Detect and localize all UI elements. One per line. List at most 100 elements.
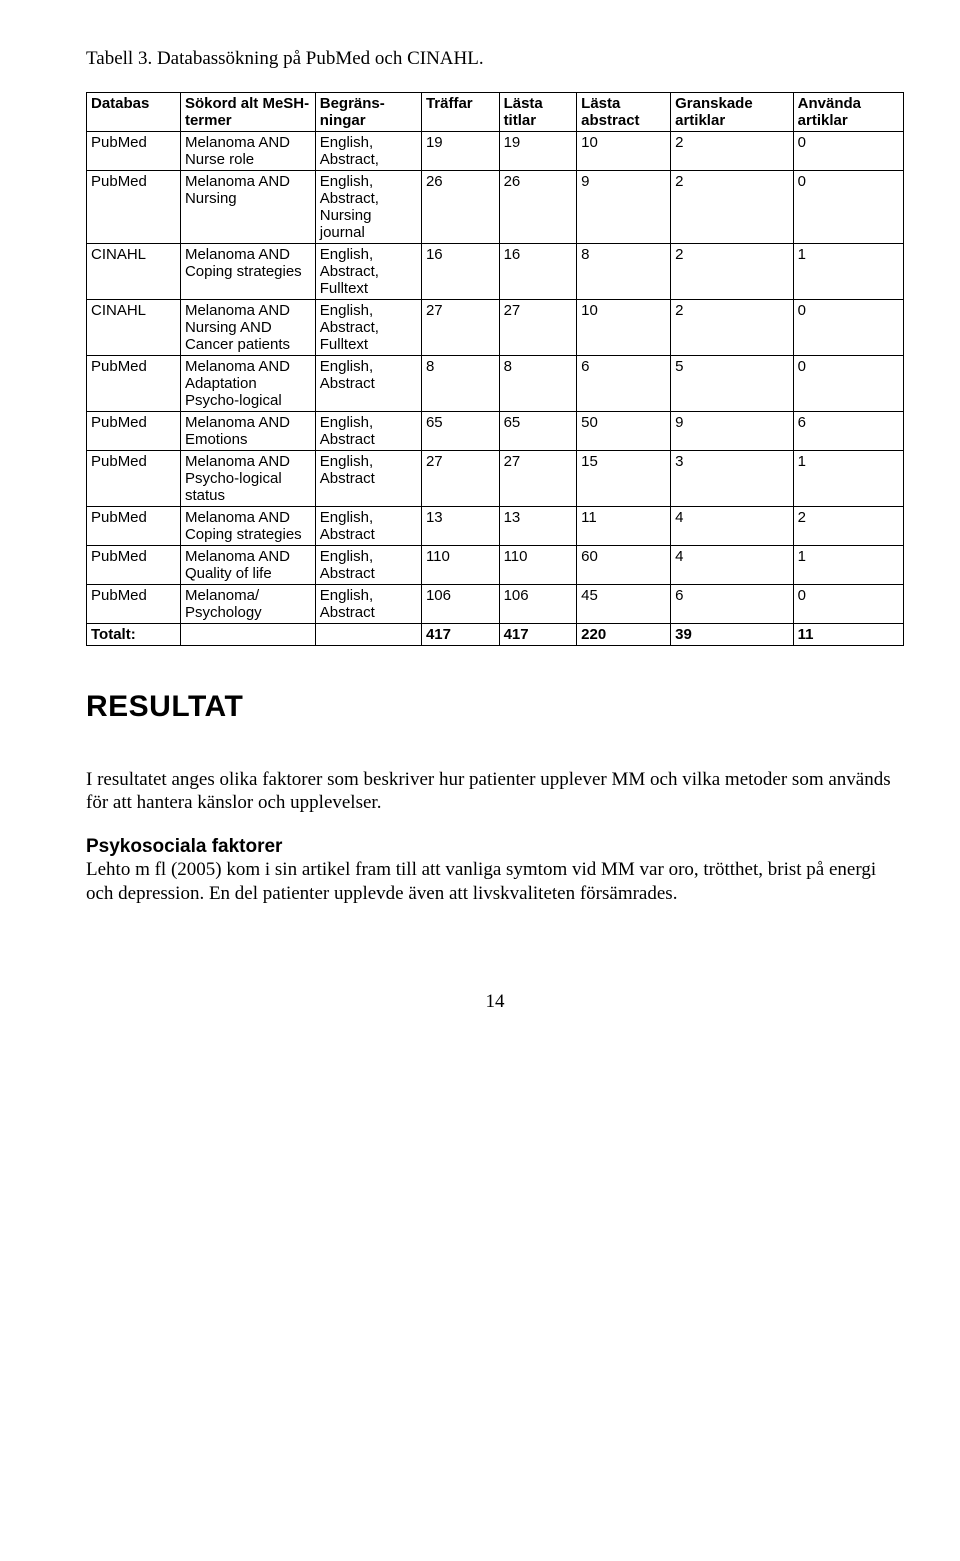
col-header: Lästa abstract — [577, 93, 671, 132]
table-row: PubMedMelanoma AND Coping strategiesEngl… — [87, 507, 904, 546]
table-cell: 19 — [421, 132, 499, 171]
col-header: Granskade artiklar — [671, 93, 794, 132]
col-header: Databas — [87, 93, 181, 132]
table-cell: 0 — [793, 356, 903, 412]
table-cell: CINAHL — [87, 244, 181, 300]
table-cell: 417 — [421, 624, 499, 646]
col-header: Träffar — [421, 93, 499, 132]
table-cell: 8 — [499, 356, 577, 412]
table-cell: Melanoma AND Adaptation Psycho-logical — [180, 356, 315, 412]
table-cell: 27 — [421, 300, 499, 356]
table-cell: 0 — [793, 300, 903, 356]
table-cell: 11 — [793, 624, 903, 646]
table-cell: 2 — [671, 171, 794, 244]
table-cell: 5 — [671, 356, 794, 412]
table-cell: 26 — [421, 171, 499, 244]
table-cell: PubMed — [87, 171, 181, 244]
table-cell: 2 — [671, 132, 794, 171]
table-row: PubMedMelanoma AND Psycho-logical status… — [87, 451, 904, 507]
table-cell: 0 — [793, 132, 903, 171]
paragraph: I resultatet anges olika faktorer som be… — [86, 768, 904, 814]
table-cell: 1 — [793, 546, 903, 585]
table-cell: 45 — [577, 585, 671, 624]
table-cell: 0 — [793, 585, 903, 624]
table-cell: 2 — [671, 244, 794, 300]
table-cell: PubMed — [87, 546, 181, 585]
table-row: PubMedMelanoma AND NursingEnglish, Abstr… — [87, 171, 904, 244]
table-cell: 15 — [577, 451, 671, 507]
table-cell: PubMed — [87, 132, 181, 171]
table-cell: English, Abstract, Nursing journal — [315, 171, 421, 244]
table-cell: English, Abstract — [315, 507, 421, 546]
table-cell: 8 — [577, 244, 671, 300]
table-cell: 417 — [499, 624, 577, 646]
table-cell: Melanoma AND Nursing — [180, 171, 315, 244]
table-cell: 13 — [421, 507, 499, 546]
paragraph: Lehto m fl (2005) kom i sin artikel fram… — [86, 858, 904, 904]
table-cell: English, Abstract, Fulltext — [315, 300, 421, 356]
table-cell: 4 — [671, 546, 794, 585]
table-cell: 6 — [671, 585, 794, 624]
table-cell: Melanoma AND Nursing AND Cancer patients — [180, 300, 315, 356]
table-cell: Melanoma AND Emotions — [180, 412, 315, 451]
table-cell: 110 — [421, 546, 499, 585]
col-header: Använda artiklar — [793, 93, 903, 132]
table-row: CINAHLMelanoma AND Nursing AND Cancer pa… — [87, 300, 904, 356]
table-cell: Melanoma AND Psycho-logical status — [180, 451, 315, 507]
table-cell: Melanoma AND Nurse role — [180, 132, 315, 171]
table-cell: PubMed — [87, 412, 181, 451]
table-cell: 3 — [671, 451, 794, 507]
table-cell: 16 — [421, 244, 499, 300]
table-cell: 27 — [499, 451, 577, 507]
table-cell: English, Abstract — [315, 451, 421, 507]
table-cell: Melanoma AND Quality of life — [180, 546, 315, 585]
table-cell: 26 — [499, 171, 577, 244]
table-cell: 60 — [577, 546, 671, 585]
page-number: 14 — [86, 991, 904, 1013]
table-cell: 13 — [499, 507, 577, 546]
table-cell: 39 — [671, 624, 794, 646]
col-header: Sökord alt MeSH-termer — [180, 93, 315, 132]
col-header: Begräns-ningar — [315, 93, 421, 132]
table-row: PubMedMelanoma AND Adaptation Psycho-log… — [87, 356, 904, 412]
table-cell: 4 — [671, 507, 794, 546]
table-cell: English, Abstract — [315, 356, 421, 412]
search-table: Databas Sökord alt MeSH-termer Begräns-n… — [86, 92, 904, 646]
table-row: PubMedMelanoma AND EmotionsEnglish, Abst… — [87, 412, 904, 451]
table-cell: English, Abstract, Fulltext — [315, 244, 421, 300]
result-heading: RESULTAT — [86, 690, 904, 724]
table-cell: 27 — [499, 300, 577, 356]
table-cell: 6 — [577, 356, 671, 412]
table-row: PubMedMelanoma/ PsychologyEnglish, Abstr… — [87, 585, 904, 624]
table-cell: 110 — [499, 546, 577, 585]
table-cell: 8 — [421, 356, 499, 412]
table-cell: 2 — [793, 507, 903, 546]
subheading: Psykosociala faktorer — [86, 836, 904, 858]
table-row: Totalt:4174172203911 — [87, 624, 904, 646]
table-cell: 11 — [577, 507, 671, 546]
table-cell: 106 — [421, 585, 499, 624]
table-cell: PubMed — [87, 451, 181, 507]
table-cell: 2 — [671, 300, 794, 356]
table-cell: 1 — [793, 244, 903, 300]
table-cell — [315, 624, 421, 646]
table-cell: Melanoma AND Coping strategies — [180, 507, 315, 546]
table-cell: 65 — [421, 412, 499, 451]
table-cell: 65 — [499, 412, 577, 451]
table-cell — [180, 624, 315, 646]
table-cell: English, Abstract, — [315, 132, 421, 171]
table-header-row: Databas Sökord alt MeSH-termer Begräns-n… — [87, 93, 904, 132]
table-row: PubMedMelanoma AND Nurse roleEnglish, Ab… — [87, 132, 904, 171]
table-cell: 220 — [577, 624, 671, 646]
col-header: Lästa titlar — [499, 93, 577, 132]
table-cell: English, Abstract — [315, 546, 421, 585]
table-caption: Tabell 3. Databassökning på PubMed och C… — [86, 48, 904, 70]
table-cell: 9 — [577, 171, 671, 244]
table-cell: PubMed — [87, 585, 181, 624]
table-cell: 16 — [499, 244, 577, 300]
table-cell: 0 — [793, 171, 903, 244]
table-row: PubMedMelanoma AND Quality of lifeEnglis… — [87, 546, 904, 585]
table-cell: PubMed — [87, 507, 181, 546]
table-cell: PubMed — [87, 356, 181, 412]
table-cell: 106 — [499, 585, 577, 624]
